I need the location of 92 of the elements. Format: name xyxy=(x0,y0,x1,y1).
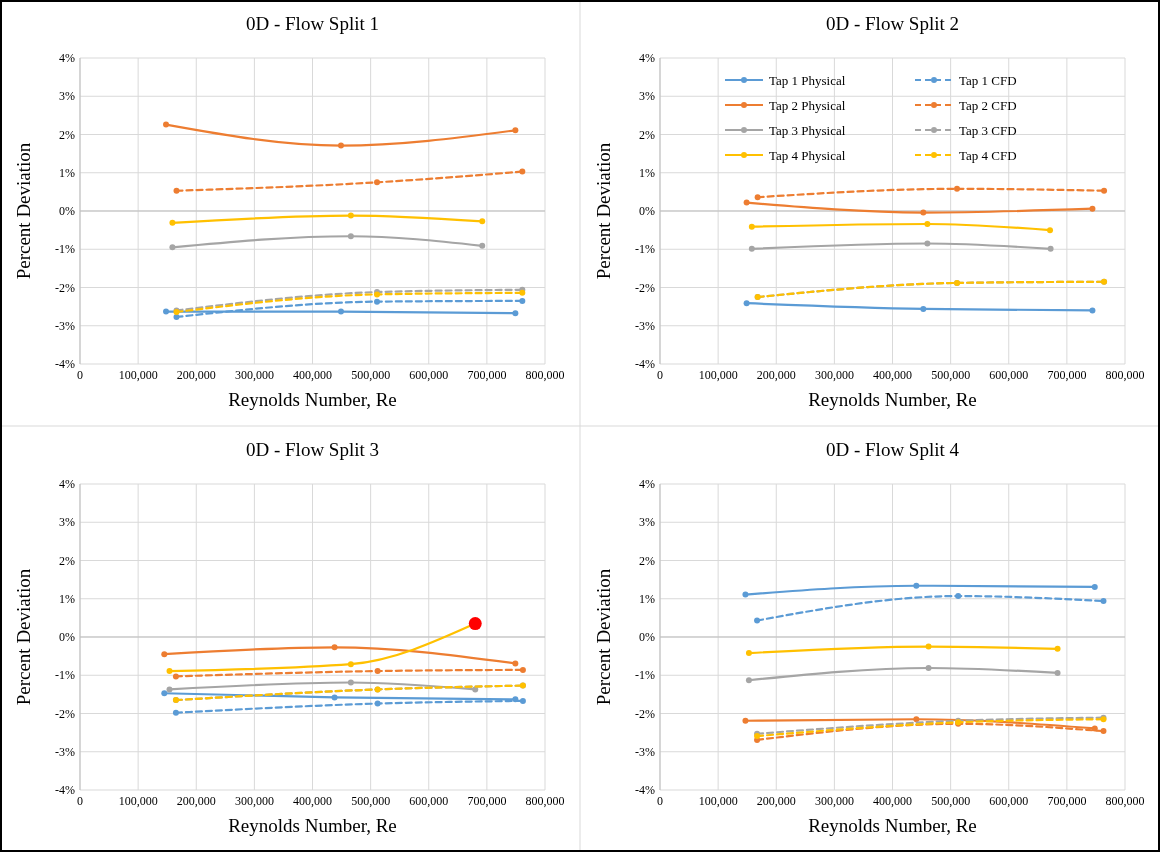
legend-label: Tap 3 Physical xyxy=(769,122,846,138)
y-axis-title: Percent Deviation xyxy=(593,142,614,280)
y-tick-label: -3% xyxy=(55,318,75,333)
y-tick-label: 1% xyxy=(639,591,655,606)
chart-title: 0D - Flow Split 4 xyxy=(825,439,960,460)
y-axis-title: Percent Deviation xyxy=(13,142,34,280)
y-tick-label: -1% xyxy=(55,242,75,257)
x-tick-label: 600,000 xyxy=(409,368,449,382)
x-tick-label: 100,000 xyxy=(118,794,158,808)
x-tick-label: 0 xyxy=(657,794,663,808)
x-tick-label: 800,000 xyxy=(1105,794,1145,808)
y-axis-title: Percent Deviation xyxy=(13,568,34,706)
x-tick-label: 600,000 xyxy=(989,794,1029,808)
legend-label: Tap 1 Physical xyxy=(769,72,846,88)
y-tick-label: 0% xyxy=(59,204,75,219)
x-tick-label: 400,000 xyxy=(873,368,912,382)
x-tick-label: 200,000 xyxy=(756,794,796,808)
x-axis-title: Reynolds Number, Re xyxy=(228,389,397,410)
legend-label: Tap 3 CFD xyxy=(959,122,1017,138)
y-tick-label: 3% xyxy=(639,89,655,104)
x-tick-label: 100,000 xyxy=(698,794,738,808)
y-tick-label: 3% xyxy=(59,89,75,104)
chart-title: 0D - Flow Split 1 xyxy=(245,13,380,34)
y-tick-label: -2% xyxy=(55,280,75,295)
y-tick-label: 0% xyxy=(59,630,75,645)
y-tick-label: 2% xyxy=(59,127,75,142)
y-tick-label: 2% xyxy=(59,553,75,568)
y-tick-label: 4% xyxy=(59,51,75,66)
x-tick-label: 400,000 xyxy=(293,794,332,808)
y-tick-label: -1% xyxy=(55,668,75,683)
y-tick-label: -4% xyxy=(635,357,655,372)
x-tick-label: 200,000 xyxy=(756,368,796,382)
legend-label: Tap 4 CFD xyxy=(959,147,1017,163)
y-tick-label: 1% xyxy=(59,591,75,606)
x-tick-label: 0 xyxy=(77,794,83,808)
y-tick-label: 2% xyxy=(639,553,655,568)
x-tick-label: 500,000 xyxy=(351,368,391,382)
y-tick-label: 4% xyxy=(59,477,75,492)
x-tick-label: 200,000 xyxy=(176,794,216,808)
legend-label: Tap 2 CFD xyxy=(959,97,1017,113)
x-tick-label: 300,000 xyxy=(814,368,854,382)
chart-title: 0D - Flow Split 2 xyxy=(825,13,960,34)
y-tick-label: -4% xyxy=(55,783,75,798)
y-tick-label: -1% xyxy=(635,668,655,683)
legend-label: Tap 4 Physical xyxy=(769,147,846,163)
y-tick-label: 3% xyxy=(639,515,655,530)
x-tick-label: 400,000 xyxy=(873,794,912,808)
x-tick-label: 700,000 xyxy=(467,368,507,382)
x-tick-label: 400,000 xyxy=(293,368,332,382)
x-tick-label: 300,000 xyxy=(814,794,854,808)
y-tick-label: -4% xyxy=(55,357,75,372)
x-axis-title: Reynolds Number, Re xyxy=(808,815,977,836)
x-tick-label: 300,000 xyxy=(234,368,274,382)
x-tick-label: 600,000 xyxy=(989,368,1029,382)
x-tick-label: 300,000 xyxy=(234,794,274,808)
y-axis-title: Percent Deviation xyxy=(593,568,614,706)
x-tick-label: 200,000 xyxy=(176,368,216,382)
x-tick-label: 500,000 xyxy=(351,794,391,808)
x-tick-label: 800,000 xyxy=(525,794,565,808)
y-tick-label: 0% xyxy=(639,630,655,645)
y-tick-label: -2% xyxy=(635,706,655,721)
y-tick-label: 4% xyxy=(639,477,655,492)
y-tick-label: -2% xyxy=(635,280,655,295)
y-tick-label: -3% xyxy=(635,744,655,759)
x-tick-label: 600,000 xyxy=(409,794,449,808)
x-tick-label: 800,000 xyxy=(525,368,565,382)
x-tick-label: 100,000 xyxy=(118,368,158,382)
y-tick-label: -3% xyxy=(55,744,75,759)
x-tick-label: 0 xyxy=(657,368,663,382)
x-tick-label: 700,000 xyxy=(1047,368,1087,382)
y-tick-label: -1% xyxy=(635,242,655,257)
y-tick-label: 1% xyxy=(639,165,655,180)
legend-label: Tap 2 Physical xyxy=(769,97,846,113)
y-tick-label: 0% xyxy=(639,204,655,219)
y-tick-label: 1% xyxy=(59,165,75,180)
y-tick-label: -3% xyxy=(635,318,655,333)
chart-title: 0D - Flow Split 3 xyxy=(245,439,380,460)
x-tick-label: 700,000 xyxy=(1047,794,1087,808)
x-tick-label: 0 xyxy=(77,368,83,382)
x-tick-label: 800,000 xyxy=(1105,368,1145,382)
y-tick-label: 4% xyxy=(639,51,655,66)
y-tick-label: 3% xyxy=(59,515,75,530)
x-tick-label: 100,000 xyxy=(698,368,738,382)
x-axis-title: Reynolds Number, Re xyxy=(808,389,977,410)
x-tick-label: 500,000 xyxy=(931,794,971,808)
x-axis-title: Reynolds Number, Re xyxy=(228,815,397,836)
y-tick-label: 2% xyxy=(639,127,655,142)
y-tick-label: -2% xyxy=(55,706,75,721)
legend-label: Tap 1 CFD xyxy=(959,72,1017,88)
x-tick-label: 500,000 xyxy=(931,368,971,382)
y-tick-label: -4% xyxy=(635,783,655,798)
x-tick-label: 700,000 xyxy=(467,794,507,808)
